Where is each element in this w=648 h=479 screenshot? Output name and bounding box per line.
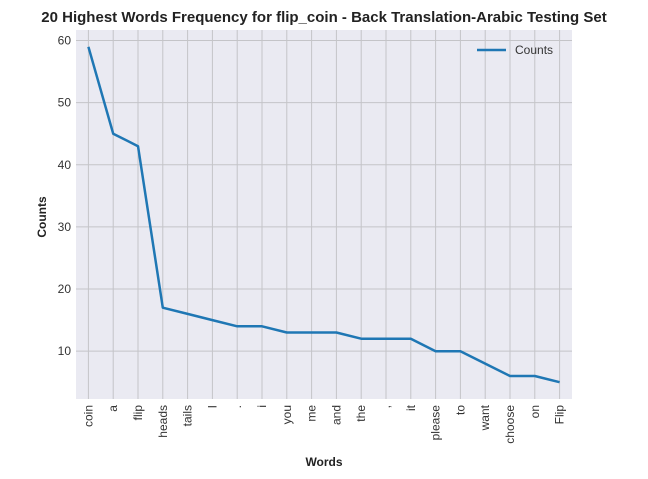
x-tick-label: me — [305, 405, 319, 422]
y-tick-label: 30 — [58, 220, 72, 234]
x-tick-label: , — [379, 405, 393, 408]
x-tick-label: Flip — [553, 405, 567, 425]
x-tick-label: and — [329, 405, 343, 425]
y-tick-label: 10 — [58, 344, 72, 358]
series-line-counts — [87, 46, 560, 384]
x-tick-label: a — [106, 405, 120, 412]
x-tick-label: . — [230, 405, 244, 408]
legend-label-counts: Counts — [515, 43, 553, 57]
y-tick-labels: 10 20 30 40 50 60 — [58, 34, 72, 359]
y-axis-label: Counts — [35, 196, 49, 238]
x-tick-label: heads — [156, 405, 170, 438]
y-tick-label: 50 — [58, 96, 72, 110]
x-tick-label: it — [404, 404, 418, 411]
x-tick-label: on — [528, 405, 542, 418]
grid — [76, 30, 572, 399]
y-tick-label: 60 — [58, 34, 72, 48]
x-tick-label: you — [280, 405, 294, 424]
x-tick-label: the — [354, 405, 368, 422]
legend: Counts — [477, 43, 553, 57]
x-tick-label: coin — [81, 405, 95, 427]
y-tick-label: 40 — [58, 158, 72, 172]
x-tick-label: I — [205, 405, 219, 408]
x-tick-labels: coin a flip heads tails I. i you me and the, it plea… — [81, 404, 566, 443]
x-tick-label: want — [478, 404, 492, 431]
x-tick-label: flip — [131, 405, 145, 421]
x-tick-label: i — [255, 405, 269, 408]
plot-background — [76, 30, 572, 399]
chart-title: 20 Highest Words Frequency for flip_coin… — [41, 9, 606, 26]
x-axis-label: Words — [305, 455, 342, 469]
y-tick-label: 20 — [58, 282, 72, 296]
x-tick-label: please — [429, 405, 443, 441]
x-tick-label: to — [453, 405, 467, 415]
x-tick-label: choose — [503, 405, 517, 444]
x-tick-label: tails — [181, 405, 195, 426]
